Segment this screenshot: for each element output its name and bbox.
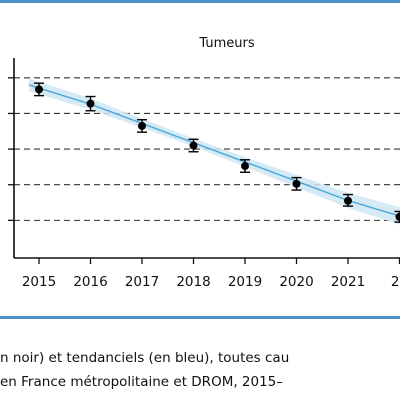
observed-point-2015 <box>34 82 44 97</box>
chart: 2015 2016 2017 2018 2019 2020 2021 20 <box>8 58 400 290</box>
grid <box>8 77 400 222</box>
observed-points <box>34 82 400 223</box>
x-tick-label: 2016 <box>73 274 107 290</box>
x-tick-label: 2021 <box>331 274 365 290</box>
x-tick-label: 2019 <box>228 274 262 290</box>
observed-point-2018 <box>188 138 199 153</box>
data-point <box>35 85 43 94</box>
observed-point-2021 <box>343 193 353 207</box>
trend-series-line <box>28 84 400 217</box>
observed-point-2017 <box>137 118 147 133</box>
data-point <box>241 162 249 171</box>
top-border <box>0 0 400 3</box>
x-tick-labels: 2015 2016 2017 2018 2019 2020 2021 20 <box>22 258 400 290</box>
trend-line <box>28 84 400 217</box>
data-point <box>189 141 198 150</box>
data-point <box>86 99 95 108</box>
x-tick-label: 20 <box>391 274 400 290</box>
data-point <box>344 196 352 205</box>
caption-divider <box>0 316 400 319</box>
x-tick-label: 2017 <box>125 274 159 290</box>
caption-line-2: en France métropolitaine et DROM, 2015– <box>0 374 284 390</box>
caption-line-1: n noir) et tendanciels (en bleu), toutes… <box>0 350 290 366</box>
observed-point-2020 <box>291 176 302 191</box>
observed-point-2016 <box>85 95 96 112</box>
observed-point-2019 <box>240 159 250 173</box>
x-tick-label: 2020 <box>279 274 313 290</box>
data-point <box>292 179 301 188</box>
data-point <box>138 121 146 130</box>
axes <box>13 58 400 259</box>
chart-title: Tumeurs <box>199 36 255 51</box>
x-tick-label: 2018 <box>176 274 210 290</box>
x-tick-label: 2015 <box>22 274 56 290</box>
data-point <box>395 212 400 221</box>
